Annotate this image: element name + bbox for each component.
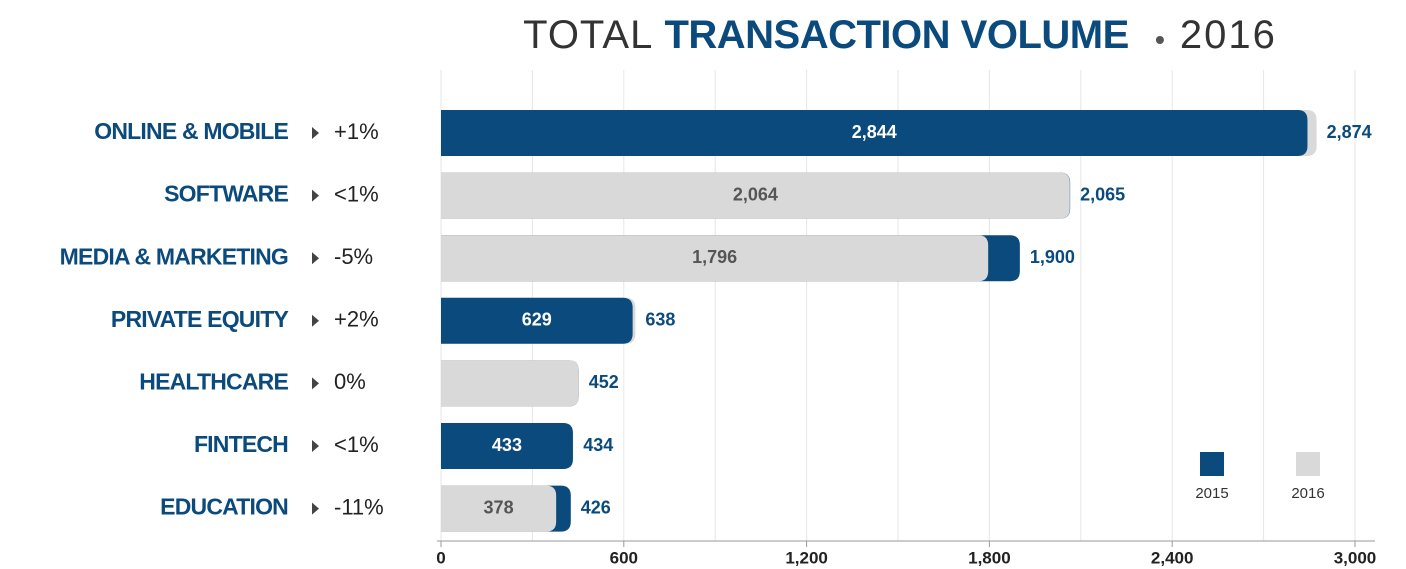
category-label: HEALTHCARE (139, 368, 288, 394)
value-label: 452 (589, 372, 619, 392)
x-tick-label: 600 (610, 548, 638, 567)
bar (441, 360, 579, 407)
category-label: PRIVATE EQUITY (111, 306, 289, 332)
change-arrow (312, 189, 319, 202)
value-label: 2,844 (852, 122, 897, 142)
legend-swatch (1200, 452, 1224, 476)
x-tick-label: 1,800 (968, 548, 1011, 567)
value-label: 2,065 (1080, 184, 1125, 204)
legend-label: 2016 (1291, 485, 1324, 502)
category-label: ONLINE & MOBILE (94, 118, 288, 144)
value-label: 638 (645, 310, 675, 330)
change-label: <1% (334, 432, 379, 457)
x-tick-label: 3,000 (1334, 548, 1377, 567)
chart-title: TOTAL TRANSACTION VOLUME 2016 (523, 13, 1277, 57)
bar (441, 423, 573, 469)
change-arrow (312, 440, 319, 452)
change-label: +1% (334, 119, 379, 144)
title-prefix: TOTAL (523, 13, 653, 57)
value-label: 2,874 (1327, 122, 1372, 142)
value-label: 1,900 (1030, 247, 1075, 267)
value-label: 434 (583, 435, 613, 455)
change-arrow (312, 377, 319, 390)
title-separator (1155, 36, 1164, 44)
x-tick-label: 0 (436, 548, 445, 567)
value-label: 433 (492, 435, 522, 455)
change-label: -5% (334, 244, 373, 269)
change-label: -11% (334, 494, 384, 519)
bar (441, 485, 557, 532)
bar (441, 297, 633, 344)
value-label: 1,796 (692, 247, 737, 267)
value-label: 629 (522, 310, 552, 330)
change-label: <1% (334, 181, 379, 206)
change-arrow (312, 314, 319, 327)
value-label: 426 (581, 497, 611, 517)
title-suffix: 2016 (1180, 13, 1277, 57)
change-label: 0% (334, 369, 366, 394)
legend-swatch (1296, 452, 1320, 476)
change-label: +2% (334, 307, 379, 332)
value-label: 378 (484, 497, 514, 517)
change-arrow (312, 127, 319, 139)
x-tick-label: 2,400 (1151, 548, 1194, 567)
title-main: TRANSACTION VOLUME (664, 13, 1128, 57)
legend-label: 2015 (1195, 485, 1228, 502)
bar (441, 235, 989, 282)
category-label: EDUCATION (160, 494, 288, 520)
bar (441, 110, 1308, 156)
category-label: MEDIA & MARKETING (60, 243, 288, 269)
category-label: SOFTWARE (164, 181, 288, 207)
bar (441, 172, 1070, 219)
category-label: FINTECH (194, 431, 288, 457)
x-tick-label: 1,200 (785, 548, 828, 567)
change-arrow (312, 252, 319, 265)
value-label: 2,064 (733, 184, 778, 204)
change-arrow (312, 502, 319, 515)
